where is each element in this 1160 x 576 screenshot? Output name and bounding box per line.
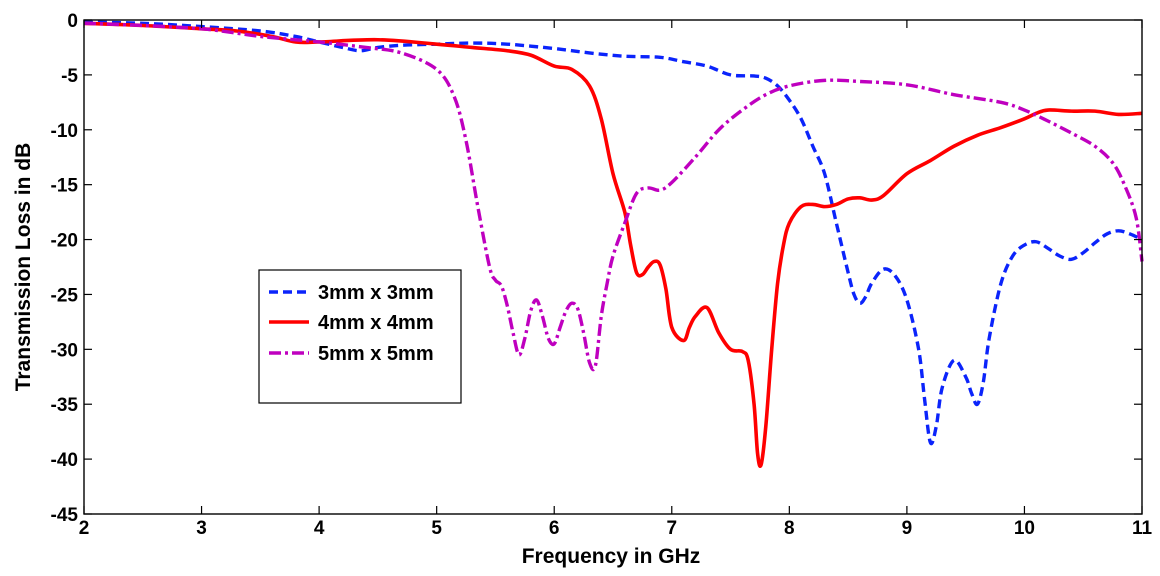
legend-label-5mm: 5mm x 5mm	[318, 343, 434, 365]
x-tick-label: 8	[784, 518, 795, 539]
plot-frame	[83, 19, 1143, 515]
legend-label-3mm: 3mm x 3mm	[318, 282, 434, 304]
y-tick-label: -25	[51, 285, 79, 306]
y-axis-label: Transmission Loss in dB	[12, 143, 35, 392]
x-tick-label: 11	[1132, 518, 1153, 539]
x-tick-label: 7	[666, 518, 677, 539]
y-tick-label: -30	[51, 340, 78, 361]
series-line-3	[83, 21, 1144, 372]
x-tick-label: 10	[1014, 518, 1035, 539]
series-layer	[83, 20, 1144, 469]
legend-box	[258, 269, 462, 404]
x-tick-label: 9	[902, 518, 913, 539]
y-tick-label: -45	[51, 505, 79, 526]
x-tick-label: 6	[549, 518, 560, 539]
y-tick-label: -5	[61, 66, 78, 87]
y-tick-label: -10	[51, 121, 78, 142]
x-axis-label: Frequency in GHz	[522, 545, 701, 568]
series-line-2	[83, 21, 1143, 469]
x-tick-label: 5	[431, 518, 442, 539]
x-tick-label: 2	[79, 518, 90, 539]
y-tick-label: -35	[51, 395, 79, 416]
x-tick-label: 4	[314, 518, 325, 539]
axis-ticks: 2 3 4 5 6 7 8 9 10 11 0 -5 -10 -15 -20 -25 -30 -35 -40 -45	[51, 11, 1153, 539]
legend-label-4mm: 4mm x 4mm	[318, 312, 434, 334]
y-tick-label: 0	[67, 11, 78, 32]
legend: 3mm x 3mm 4mm x 4mm 5mm x 5mm	[258, 269, 462, 404]
y-tick-label: -40	[51, 450, 78, 471]
x-tick-label: 3	[196, 518, 207, 539]
y-tick-label: -15	[51, 176, 79, 197]
y-tick-label: -20	[51, 231, 78, 252]
